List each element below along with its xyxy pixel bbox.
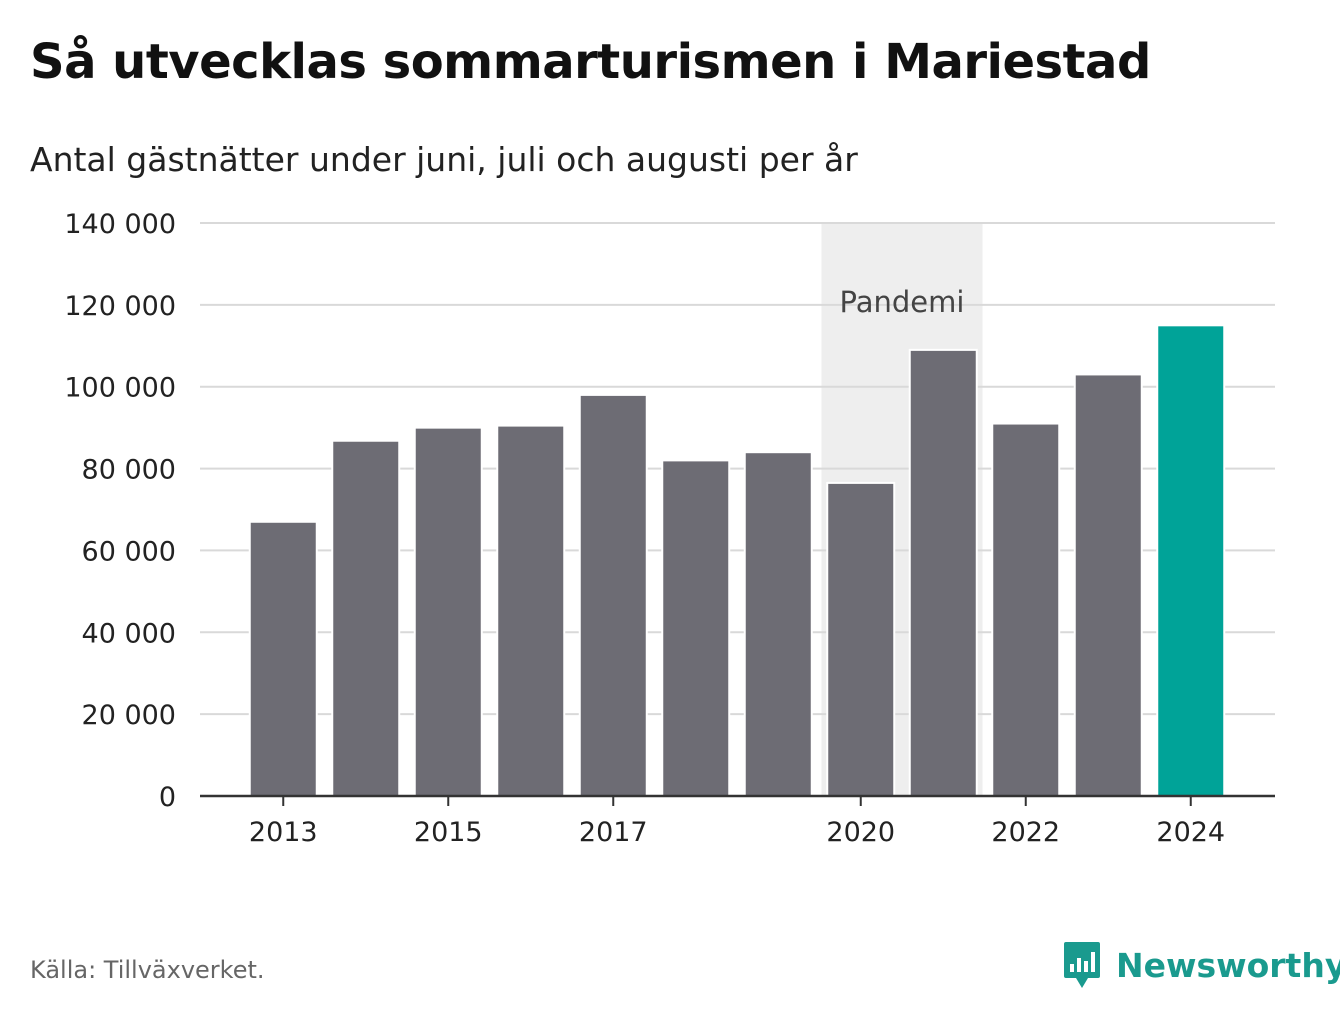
bar-2014 [332, 441, 399, 796]
bar-2022 [992, 424, 1059, 796]
bar-2013 [250, 522, 317, 796]
y-tick-label: 80 000 [82, 455, 176, 486]
bar-2020 [827, 483, 894, 796]
y-tick-label: 40 000 [82, 618, 176, 649]
bar-2021 [910, 350, 977, 796]
y-tick-label: 140 000 [64, 209, 176, 240]
bar-2023 [1075, 374, 1142, 796]
x-tick-label: 2015 [414, 817, 483, 848]
y-tick-label: 120 000 [64, 291, 176, 322]
x-tick-label: 2013 [249, 817, 318, 848]
pandemic-label: Pandemi [840, 285, 965, 319]
bar-2019 [745, 452, 812, 796]
y-tick-label: 100 000 [64, 373, 176, 404]
bar-2018 [662, 460, 729, 796]
source-note: Källa: Tillväxverket. [30, 956, 265, 984]
bar-2015 [415, 428, 482, 796]
y-tick-label: 20 000 [82, 700, 176, 731]
x-tick-label: 2020 [826, 817, 895, 848]
y-tick-label: 0 [159, 782, 176, 813]
newsworthy-logo-icon [1062, 940, 1102, 990]
brand-name: Newsworthy [1116, 946, 1340, 985]
brand-logo: Newsworthy [1062, 940, 1340, 990]
bar-2024 [1157, 325, 1224, 796]
bar-2017 [580, 395, 647, 796]
bar-2016 [497, 426, 564, 796]
x-tick-label: 2017 [579, 817, 648, 848]
x-tick-label: 2024 [1156, 817, 1225, 848]
y-tick-label: 60 000 [82, 536, 176, 567]
x-tick-label: 2022 [991, 817, 1060, 848]
